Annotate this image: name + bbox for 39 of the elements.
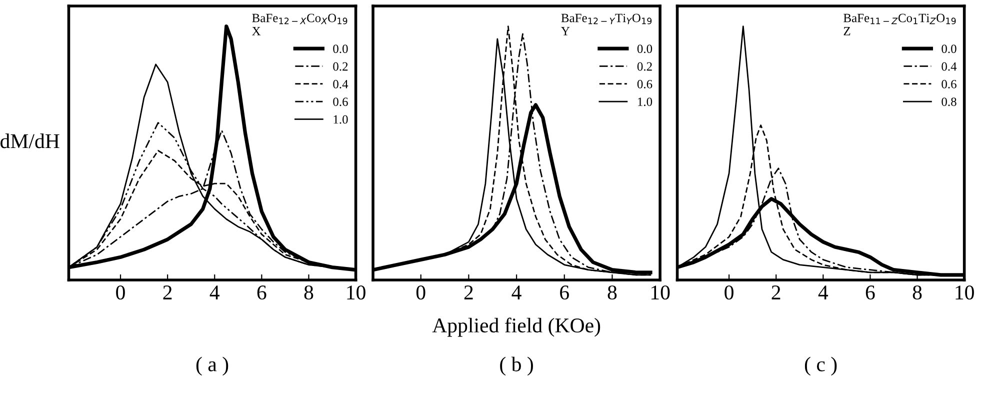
x-axis-title: Applied field (KOe) (432, 318, 600, 337)
legend-label: 1.0 (638, 98, 652, 106)
text: ( c ) (804, 356, 837, 376)
legend-label: 0.2 (637, 62, 652, 71)
x-tick-label: 4 (818, 286, 828, 300)
x-tick-label: 8 (912, 285, 922, 300)
text: BaFe$_{12−X}$Co$_{X}$O$_{19}$ X (252, 14, 348, 36)
legend-label: 0.0 (942, 44, 956, 54)
legend-label: 1.0 (334, 115, 348, 124)
legend-label: 0.4 (333, 80, 348, 88)
text: ( a ) (196, 356, 228, 376)
x-tick-label: 10 (651, 285, 670, 300)
x-tick-label: 4 (512, 286, 522, 300)
x-tick-label: 0 (416, 285, 426, 300)
x-tick-label: 10 (347, 285, 366, 300)
x-tick-label: 6 (866, 286, 875, 300)
x-tick-label: 2 (772, 286, 780, 300)
x-tick-label: 10 (956, 285, 974, 300)
legend-label: 0.2 (333, 62, 348, 71)
x-tick-label: 0 (724, 285, 734, 300)
x-tick-label: 0 (116, 285, 125, 300)
text: BaFe$_{12−Y}$Ti$_{Y}$O$_{19}$ Y (561, 14, 652, 36)
x-tick-label: 8 (304, 285, 314, 300)
x-tick-label: 4 (210, 286, 220, 300)
x-tick-label: 6 (560, 286, 569, 300)
y-axis-title: dM/dH (0, 134, 60, 148)
legend-label: 0.6 (942, 80, 956, 88)
x-tick-label: 2 (163, 286, 172, 300)
legend-label: 0.8 (942, 98, 956, 106)
legend-label: 0.0 (333, 44, 348, 54)
x-tick-label: 2 (464, 286, 473, 300)
x-tick-label: 8 (608, 285, 617, 300)
legend-label: 0.4 (942, 62, 957, 71)
x-tick-label: 6 (257, 286, 266, 300)
legend-label: 0.6 (637, 80, 652, 88)
text: ( b ) (500, 356, 533, 376)
legend-label: 0.6 (333, 98, 348, 106)
legend-label: 0.0 (637, 44, 652, 54)
text: BaFe$_{11−Z}$Co$_{1}$Ti$_{Z}$O$_{19}$ Z (844, 14, 956, 36)
